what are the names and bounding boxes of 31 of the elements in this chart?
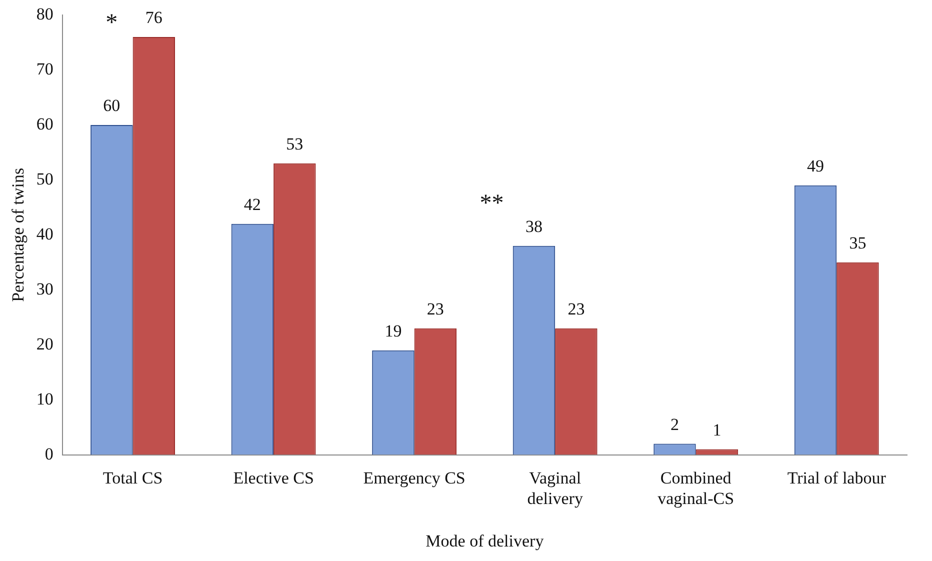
y-tick-label: 30 (36, 279, 54, 298)
x-tick-label: Vaginal delivery (527, 468, 584, 508)
y-tick-label: 50 (36, 169, 54, 188)
y-tick-label: 40 (36, 224, 54, 244)
data-label: 23 (426, 299, 444, 318)
data-label: 42 (244, 194, 261, 214)
data-label: 60 (103, 96, 120, 115)
data-label: 76 (145, 8, 162, 27)
x-axis-title: Mode of delivery (426, 531, 544, 550)
y-tick-label: 80 (36, 4, 54, 24)
y-tick-label: 70 (36, 59, 54, 78)
data-label: 53 (286, 134, 304, 154)
data-label: 35 (849, 233, 866, 252)
y-tick-label: 10 (36, 389, 54, 408)
x-tick-label: Trial of labour (787, 468, 886, 488)
annotation: * (106, 10, 118, 36)
data-label: 2 (670, 414, 679, 434)
y-tick-label: 20 (36, 334, 54, 354)
x-tick-label: Combined vaginal-CS (658, 468, 734, 508)
y-axis-title: Percentage of twins (8, 168, 28, 302)
data-label: 23 (568, 299, 585, 318)
annotation: ** (480, 190, 504, 216)
y-tick-label: 60 (36, 114, 54, 134)
x-tick-label: Emergency CS (363, 468, 466, 488)
data-label: 1 (712, 420, 722, 440)
data-label: 49 (807, 156, 824, 176)
x-tick-label: Elective CS (233, 468, 314, 488)
data-label: 19 (384, 321, 402, 340)
y-tick-label: 0 (44, 444, 54, 464)
data-label: 38 (525, 216, 542, 236)
x-tick-label: Total CS (102, 468, 163, 488)
